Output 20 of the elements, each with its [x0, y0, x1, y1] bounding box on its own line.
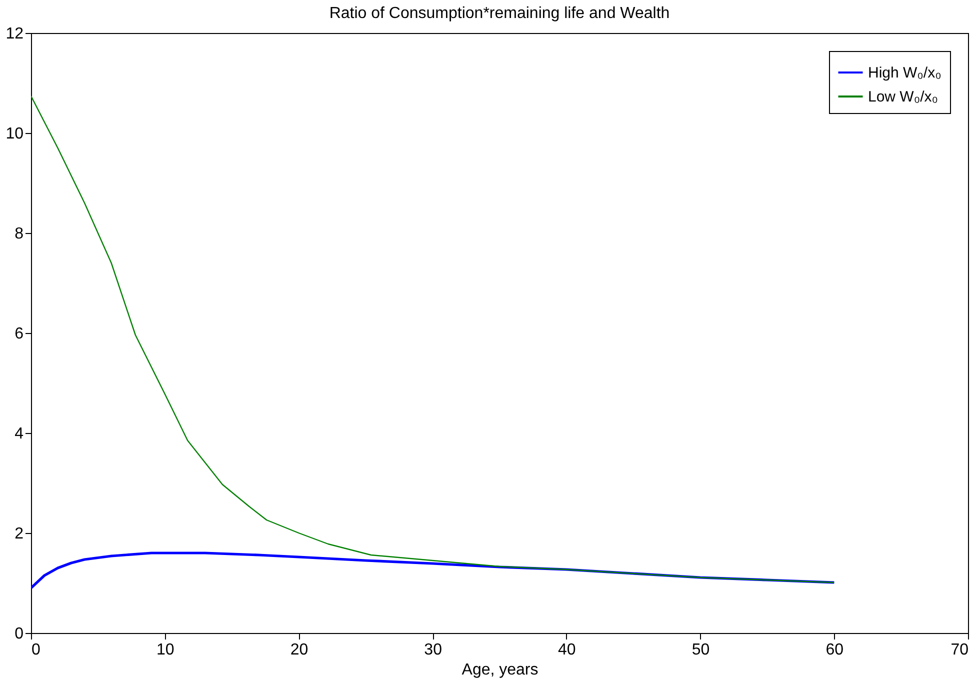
x-tick-label: 0: [32, 642, 40, 658]
x-tick-label: 10: [156, 642, 174, 658]
x-tick-label: 70: [950, 642, 969, 658]
x-tick-label: 20: [290, 642, 308, 658]
y-tick-label: 2: [14, 526, 24, 542]
legend-label: Low W₀/x₀: [868, 88, 938, 106]
x-axis-title: Age, years: [462, 662, 538, 678]
line-series: [31, 95, 835, 584]
x-tick-label: 40: [558, 642, 576, 658]
x-tick-label: 50: [692, 642, 710, 658]
x-tick-label: 60: [826, 642, 844, 658]
y-tick-label: 8: [14, 226, 24, 242]
legend-label: High W₀/x₀: [868, 64, 942, 82]
y-tick-label: 10: [6, 126, 24, 142]
y-tick-label: 4: [14, 426, 24, 442]
chart-title: Ratio of Consumption*remaining life and Wealth: [329, 5, 670, 22]
y-tick-label: 6: [14, 326, 24, 342]
y-tick-label: 12: [6, 26, 24, 42]
x-tick-label: 30: [424, 642, 442, 658]
y-tick-label: 0: [14, 626, 24, 642]
